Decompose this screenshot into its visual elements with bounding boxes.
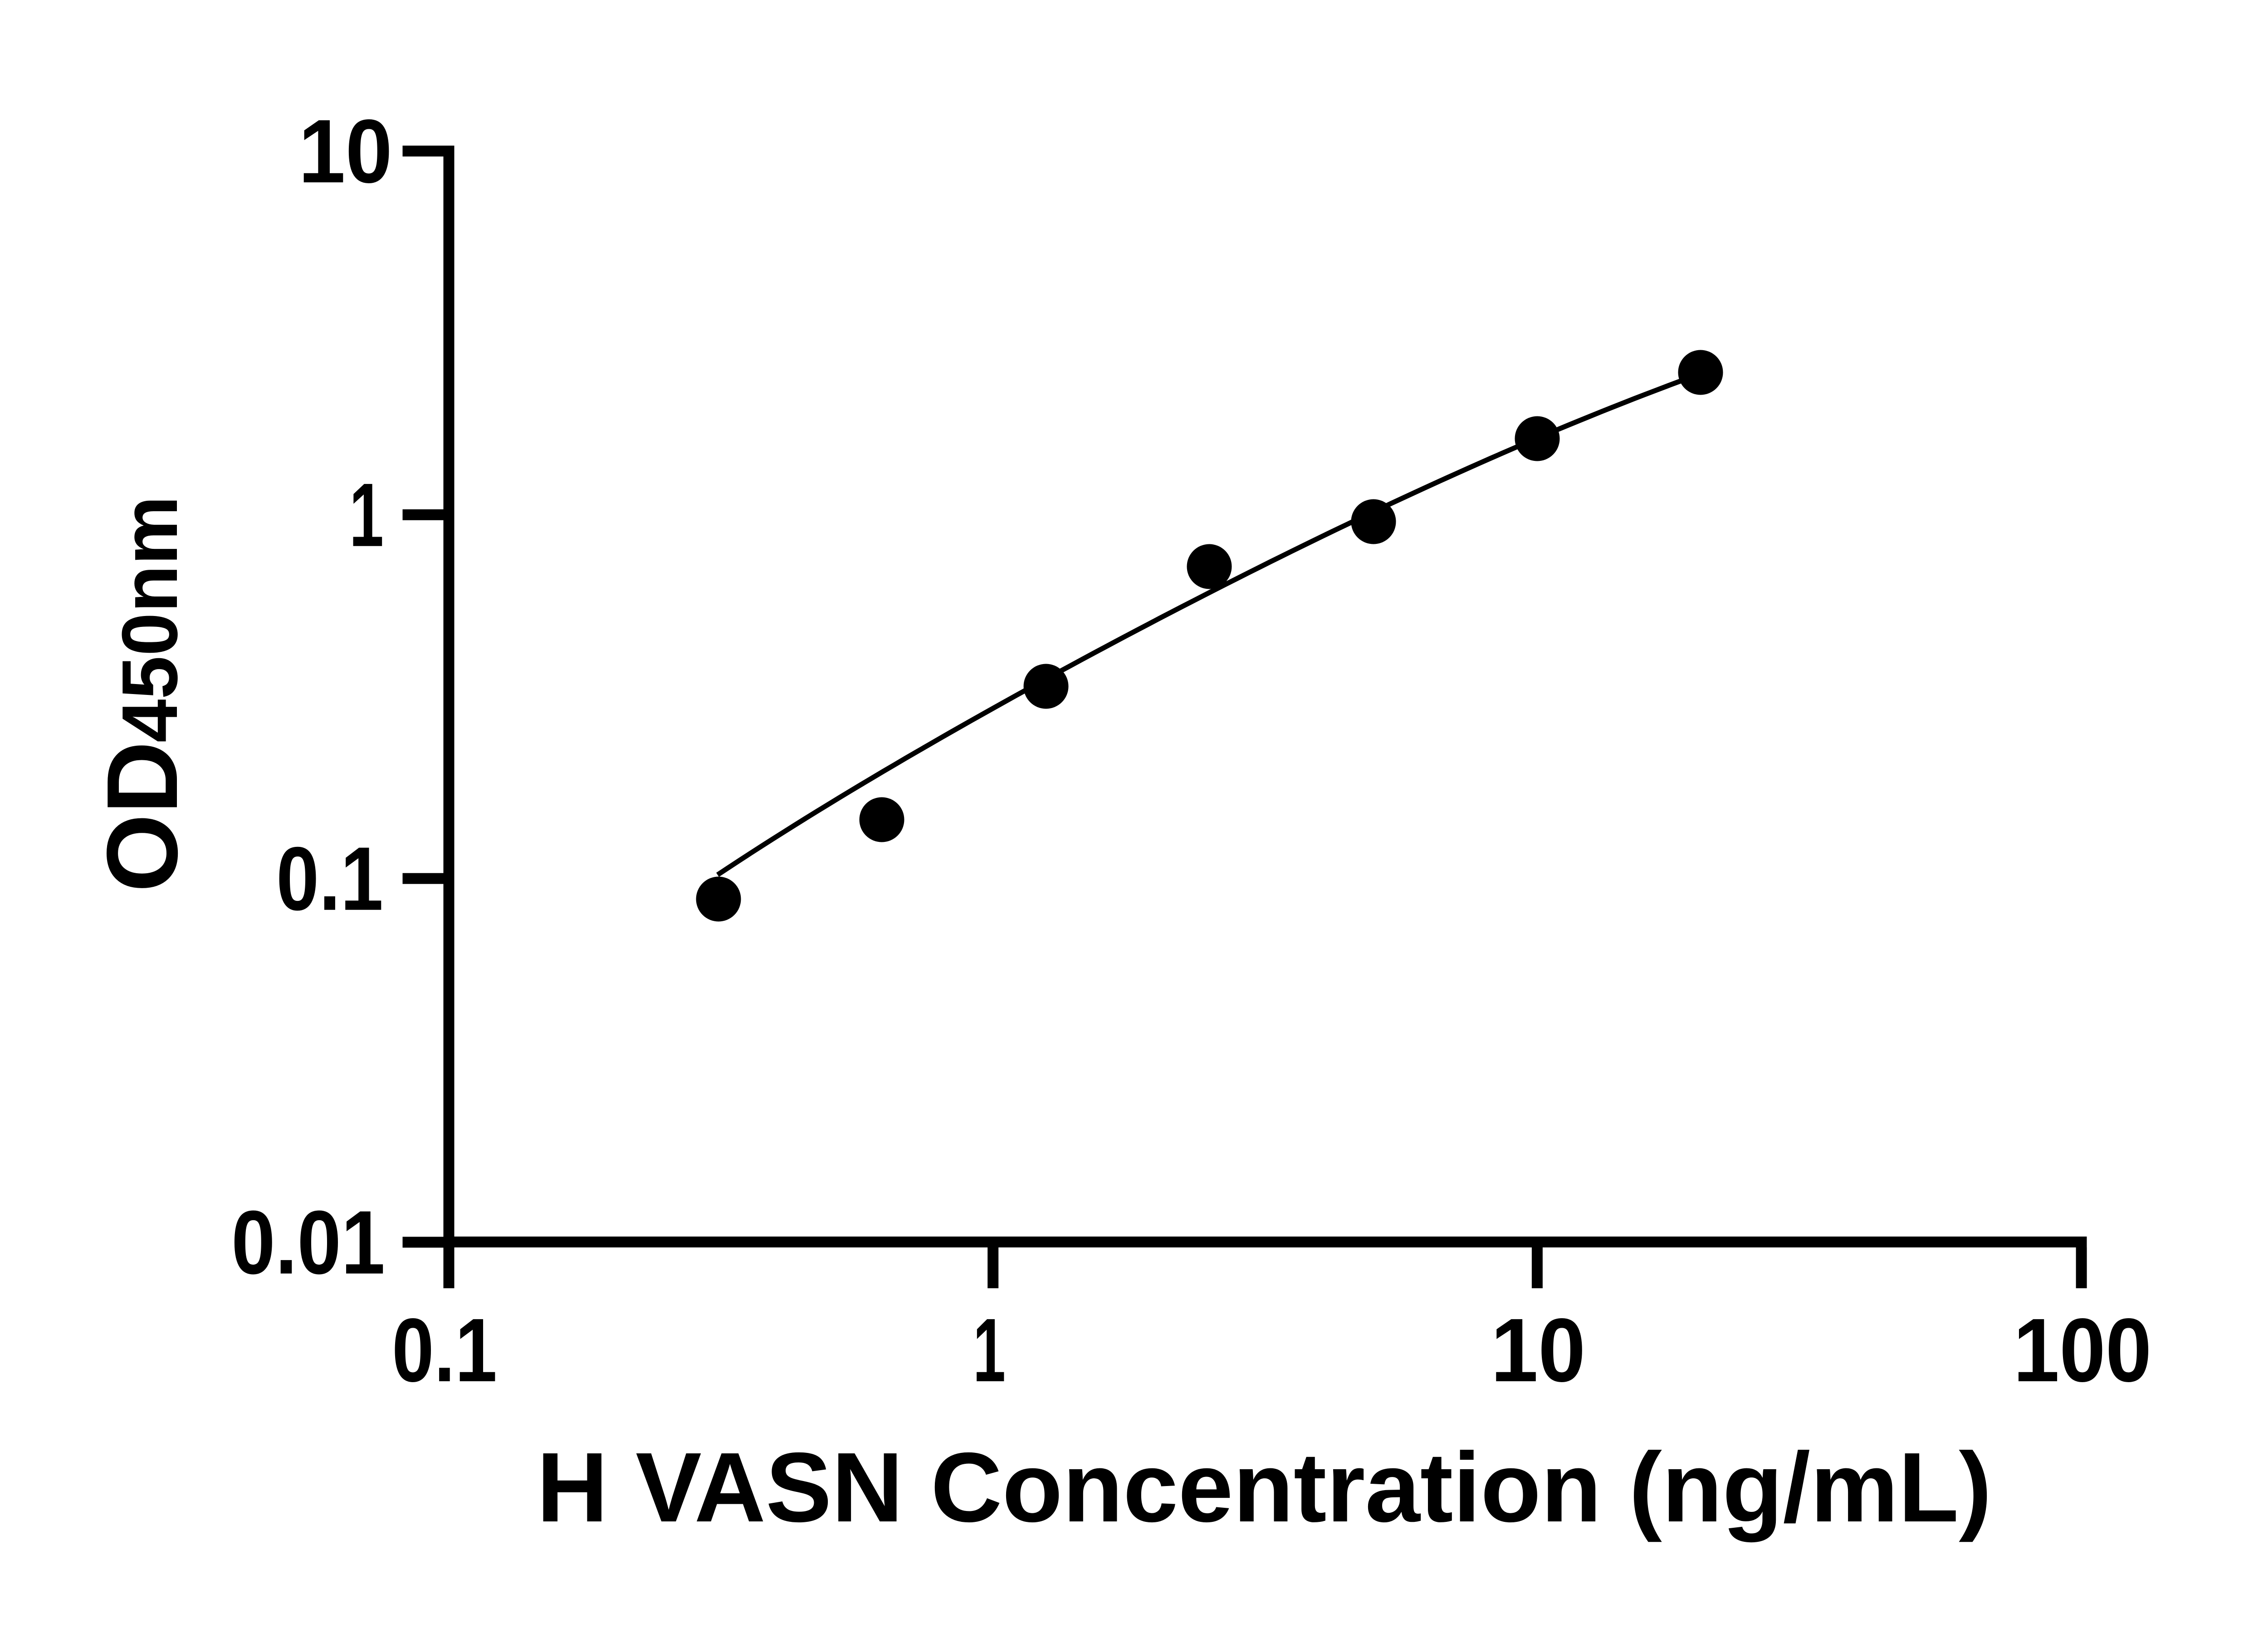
- svg-text:1: 1: [349, 465, 384, 566]
- svg-text:10: 10: [1491, 1300, 1586, 1401]
- svg-text:H VASN Concentration (ng/mL): H VASN Concentration (ng/mL): [537, 1433, 1992, 1543]
- svg-text:0.1: 0.1: [276, 829, 383, 929]
- svg-text:100: 100: [2014, 1300, 2152, 1401]
- svg-text:450nm: 450nm: [105, 496, 194, 743]
- svg-text:OD: OD: [86, 741, 199, 892]
- svg-text:1: 1: [973, 1300, 1006, 1401]
- svg-text:0.1: 0.1: [392, 1300, 497, 1401]
- svg-text:10: 10: [298, 101, 392, 202]
- svg-text:0.01: 0.01: [231, 1193, 385, 1293]
